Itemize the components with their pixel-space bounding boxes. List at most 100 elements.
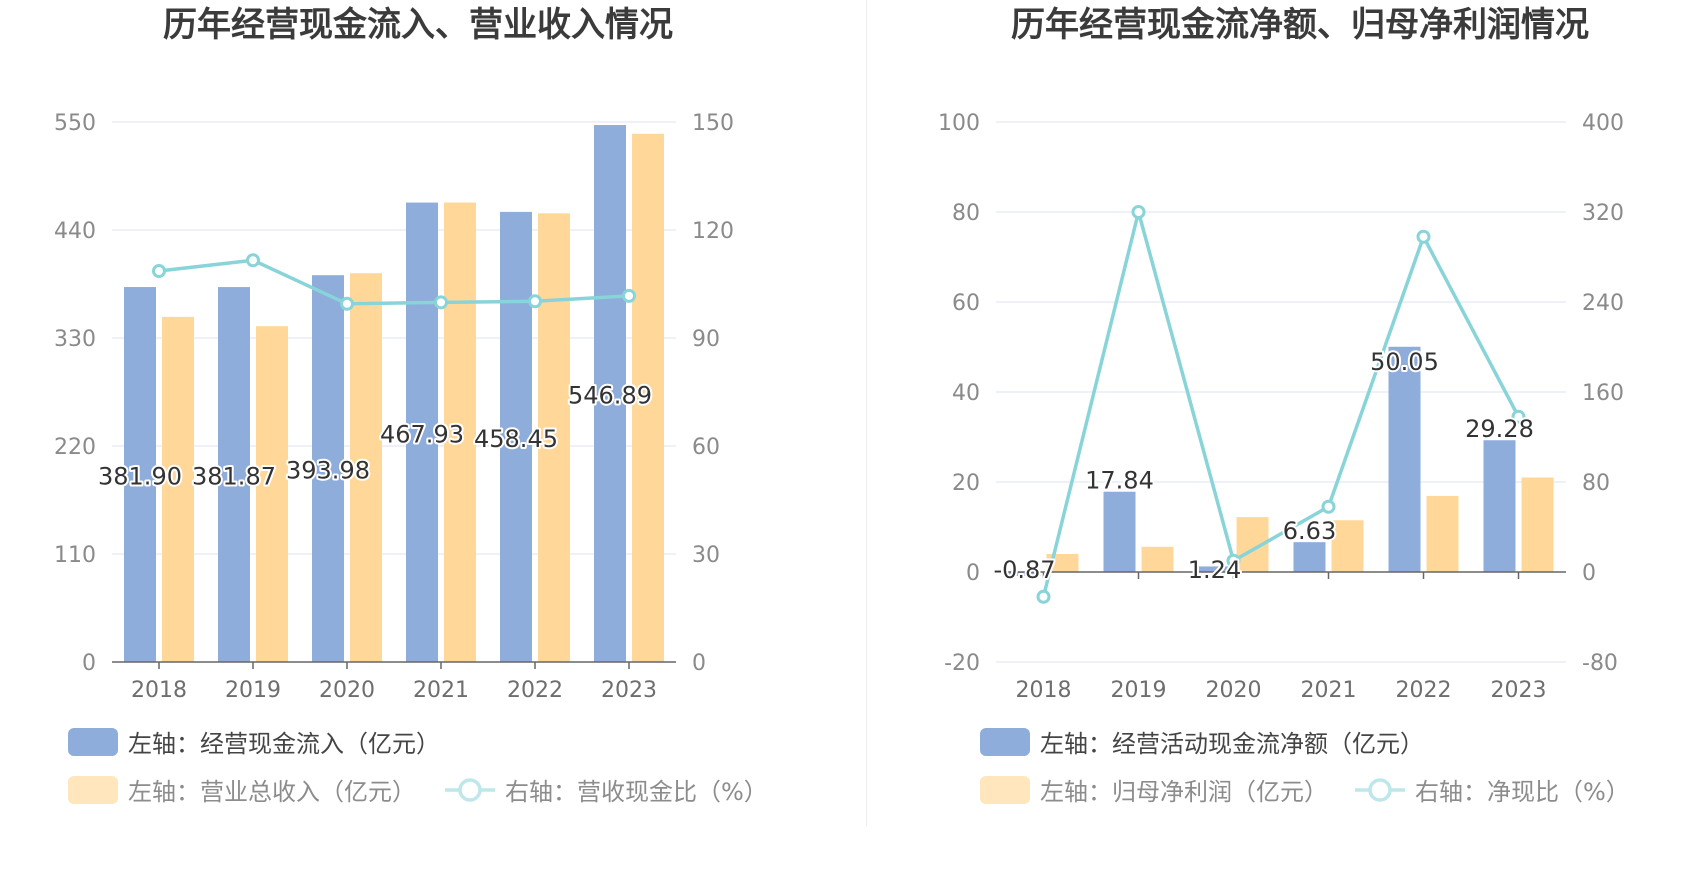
legend-label-1: 左轴：归母净利润（亿元） xyxy=(1040,778,1328,806)
x-axis-tick-2019: 2019 xyxy=(1111,678,1167,703)
chart-left: 历年经营现金流入、营业收入情况 0 110 220 330 440 550 0 30 60 90 12… xyxy=(54,5,768,806)
legend-swatch-1 xyxy=(980,776,1030,804)
left-axis-tick: 110 xyxy=(54,543,96,568)
legend-swatch-0 xyxy=(980,728,1030,756)
line-point-2018 xyxy=(1036,589,1051,604)
bar-total-revenue-2020 xyxy=(350,273,382,662)
left-axis-tick: 550 xyxy=(54,111,96,136)
legend-label-2: 右轴：营收现金比（%） xyxy=(505,778,768,806)
left-axis-tick: -20 xyxy=(944,651,980,676)
right-axis-tick: 150 xyxy=(692,111,734,136)
right-axis-tick: 90 xyxy=(692,327,720,352)
data-label-2020: 393.98 xyxy=(286,457,370,485)
left-axis-tick: 0 xyxy=(82,651,96,676)
data-label-2021: 6.63 xyxy=(1283,517,1336,545)
legend-swatch-marker xyxy=(458,778,482,802)
bar-total-revenue-2022 xyxy=(538,213,570,663)
bar-net-profit-2021 xyxy=(1331,520,1364,572)
bar-net-operating-cash-2022 xyxy=(1388,346,1421,572)
line-series-ratio xyxy=(1041,210,1521,598)
data-label-2021: 467.93 xyxy=(380,420,464,448)
x-axis-tick-2022: 2022 xyxy=(507,678,563,703)
left-axis-tick: 20 xyxy=(952,471,980,496)
x-axis-tick-2020: 2020 xyxy=(1206,678,1262,703)
x-axis-tick-2020: 2020 xyxy=(319,678,375,703)
line-point-2023 xyxy=(1511,409,1526,424)
x-axis-tick-2018: 2018 xyxy=(131,678,187,703)
bar-cash-inflow-2021 xyxy=(406,202,438,662)
bar-net-operating-cash-2023 xyxy=(1483,440,1516,572)
x-axis-tick-2022: 2022 xyxy=(1396,678,1452,703)
line-series-ratio xyxy=(158,258,630,306)
left-axis-tick: 440 xyxy=(54,219,96,244)
line-point-2018 xyxy=(152,264,166,279)
right-axis-tick: 160 xyxy=(1582,381,1624,406)
left-axis-tick: 220 xyxy=(54,435,96,460)
right-axis-tick: 30 xyxy=(692,543,720,568)
left-axis-tick: 80 xyxy=(952,201,980,226)
legend-label-0: 左轴：经营现金流入（亿元） xyxy=(128,730,440,758)
bar-net-profit-2019 xyxy=(1141,546,1174,572)
bar-net-operating-cash-2019 xyxy=(1103,491,1136,572)
data-label-2023: 29.28 xyxy=(1465,415,1534,443)
line-point-2019 xyxy=(1131,205,1146,219)
x-axis-tick-2023: 2023 xyxy=(1491,678,1547,703)
panel-divider xyxy=(866,0,867,826)
bar-net-profit-2023 xyxy=(1521,477,1554,572)
x-axis-tick-2018: 2018 xyxy=(1016,678,1072,703)
legend-swatch-0 xyxy=(68,728,118,756)
data-label-2022: 458.45 xyxy=(474,425,558,453)
right-axis-tick: 0 xyxy=(1582,561,1596,586)
bar-net-operating-cash-2021 xyxy=(1293,542,1326,572)
left-axis-tick: 330 xyxy=(54,327,96,352)
left-axis-tick: 0 xyxy=(966,561,980,586)
right-axis-tick: 400 xyxy=(1582,111,1624,136)
line-point-2023 xyxy=(622,288,636,303)
line-point-2022 xyxy=(528,294,542,309)
bar-cash-inflow-2018 xyxy=(124,287,156,662)
legend-swatch-1 xyxy=(68,776,118,804)
chart-title: 历年经营现金流净额、归母净利润情况 xyxy=(1011,5,1589,45)
bar-total-revenue-2021 xyxy=(444,202,476,662)
bar-total-revenue-2019 xyxy=(256,326,288,662)
line-point-2022 xyxy=(1416,229,1431,244)
line-point-2020 xyxy=(340,296,354,311)
bar-net-profit-2022 xyxy=(1426,495,1459,572)
data-label-2022: 50.05 xyxy=(1370,348,1439,376)
bar-total-revenue-2023 xyxy=(632,133,664,663)
data-label-2019: 17.84 xyxy=(1085,467,1154,495)
right-axis-tick: 80 xyxy=(1582,471,1610,496)
bar-total-revenue-2018 xyxy=(162,316,194,662)
chart-right: 历年经营现金流净额、归母净利润情况 -20 0 20 40 60 80 100 -80 0 80 16… xyxy=(938,5,1630,806)
right-axis-tick: 320 xyxy=(1582,201,1624,226)
right-axis-tick: 120 xyxy=(692,219,734,244)
bar-cash-inflow-2023 xyxy=(594,125,626,662)
left-axis-tick: 100 xyxy=(938,111,980,136)
bar-cash-inflow-2019 xyxy=(218,287,250,662)
data-label-2020: 1.24 xyxy=(1188,556,1241,584)
bar-net-operating-cash-2020 xyxy=(1198,566,1231,572)
left-axis-tick: 40 xyxy=(952,381,980,406)
legend-label-0: 左轴：经营活动现金流净额（亿元） xyxy=(1040,730,1424,758)
x-axis-tick-2021: 2021 xyxy=(413,678,469,703)
x-axis-tick-2023: 2023 xyxy=(601,678,657,703)
bar-net-operating-cash-2018 xyxy=(1008,572,1041,576)
right-axis-tick: 240 xyxy=(1582,291,1624,316)
legend-swatch-marker xyxy=(1368,778,1392,802)
data-label-2019: 381.87 xyxy=(192,463,276,491)
data-label-2018: 381.90 xyxy=(98,463,182,491)
legend-label-2: 右轴：净现比（%） xyxy=(1415,778,1630,806)
line-point-2019 xyxy=(246,253,260,268)
data-label-2023: 546.89 xyxy=(568,382,652,410)
line-point-2021 xyxy=(1321,499,1336,514)
x-axis-tick-2019: 2019 xyxy=(225,678,281,703)
right-axis-tick: 0 xyxy=(692,651,706,676)
data-label-2018: -0.87 xyxy=(993,556,1055,584)
left-axis-tick: 60 xyxy=(952,291,980,316)
chart-title: 历年经营现金流入、营业收入情况 xyxy=(163,5,673,45)
x-axis-tick-2021: 2021 xyxy=(1301,678,1357,703)
right-axis-tick: 60 xyxy=(692,435,720,460)
line-point-2020 xyxy=(1226,553,1241,568)
